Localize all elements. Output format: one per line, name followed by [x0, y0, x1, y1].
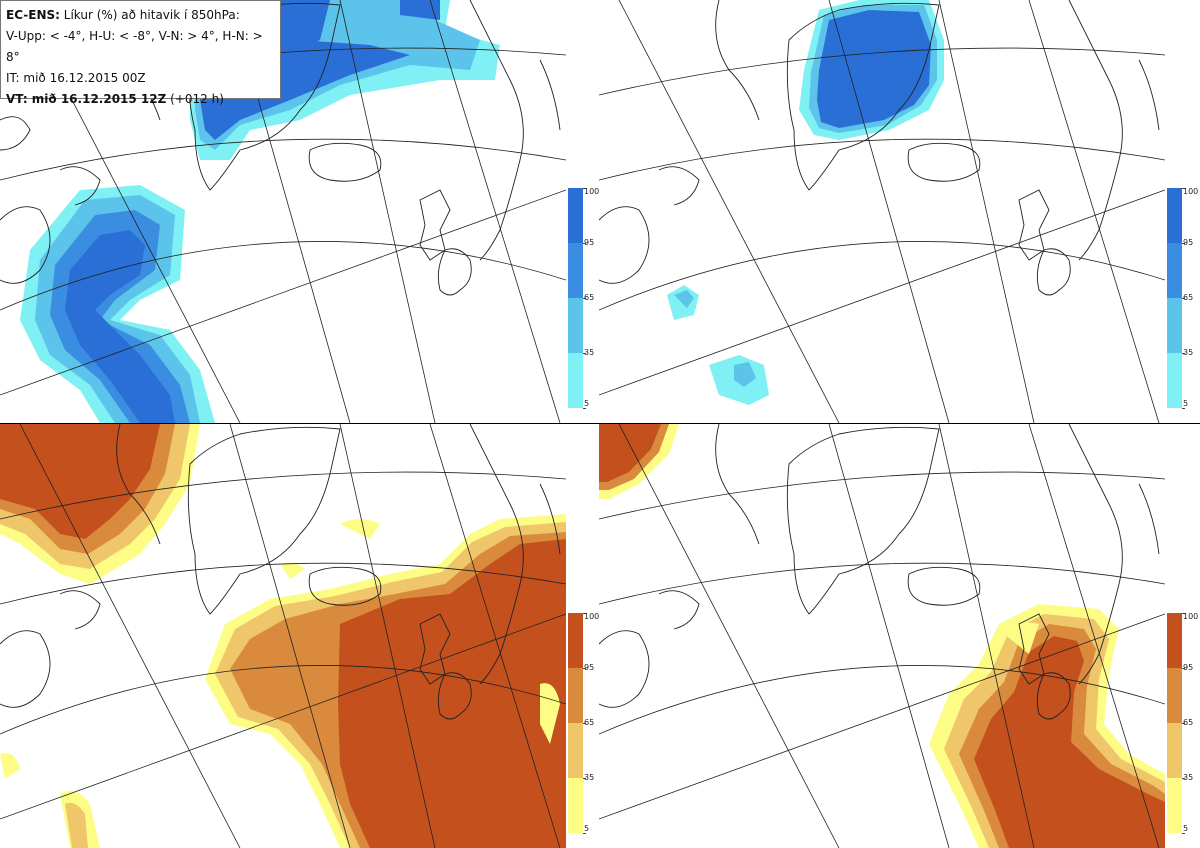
colorbar-tick-label: 65	[1183, 293, 1194, 302]
colorbar-segment	[568, 668, 583, 723]
map-bottom-right	[599, 424, 1165, 848]
probability-field-warm	[0, 424, 566, 848]
colorbar-tickmark	[1182, 833, 1185, 834]
colorbar-tick-label: 5	[584, 399, 590, 408]
panel-top-left: EC-ENS: Líkur (%) að hitavik í 850hPa: V…	[0, 0, 566, 423]
colorbar-tickmark	[583, 353, 586, 354]
colorbar-tick-label: 65	[584, 293, 595, 302]
colorbar-tick-label: 35	[584, 773, 595, 782]
legend-init-time: IT: mið 16.12.2015 00Z	[6, 71, 146, 85]
colorbar-tickmark	[1182, 668, 1185, 669]
colorbar-tickmark	[583, 298, 586, 299]
colorbar-tickmark	[583, 778, 586, 779]
colorbar-segment	[1167, 613, 1182, 668]
coastlines	[599, 0, 1160, 296]
colorbar-tickmark	[1182, 723, 1185, 724]
graticule	[0, 0, 566, 423]
colorbar-tickmark	[1182, 778, 1185, 779]
colorbar-tickmark	[583, 833, 586, 834]
colorbar-tickmark	[1182, 298, 1185, 299]
colorbar-tickmark	[583, 188, 586, 189]
colorbar-segment	[568, 613, 583, 668]
colorbar-tickmark	[1182, 243, 1185, 244]
colorbar-tickmark	[1182, 353, 1185, 354]
colorbar-tick-label: 100	[1183, 187, 1199, 196]
colorbar-cold-left: 100 95 65 35 5	[568, 187, 600, 409]
colorbar-tick-label: 95	[1183, 663, 1194, 672]
colorbar-tick-label: 65	[584, 718, 595, 727]
colorbar-tick-label: 35	[1183, 773, 1194, 782]
colorbar-segment	[1167, 353, 1182, 408]
probability-field-cold	[667, 0, 944, 405]
colorbar-segment	[1167, 723, 1182, 778]
colorbar-segment	[568, 188, 583, 243]
colorbar-segment	[1167, 243, 1182, 298]
colorbar-tickmark	[1182, 613, 1185, 614]
colorbar-segment	[1167, 668, 1182, 723]
legend-thresholds-line: V-Upp: < -4°, H-U: < -8°, V-N: > 4°, H-N…	[6, 29, 263, 64]
panel-divider-horizontal	[0, 423, 1200, 424]
colorbar-tick-label: 95	[584, 663, 595, 672]
colorbar-warm-right: 100 95 65 35 5	[1167, 612, 1199, 834]
colorbar-segment	[1167, 778, 1182, 833]
colorbar-tickmark	[583, 668, 586, 669]
colorbar-tickmark	[583, 408, 586, 409]
colorbar-tick-label: 35	[1183, 348, 1194, 357]
graticule	[0, 424, 566, 848]
legend-box: EC-ENS: Líkur (%) að hitavik í 850hPa: V…	[0, 0, 281, 106]
colorbar-segment	[568, 778, 583, 833]
colorbar-tickmark	[1182, 408, 1185, 409]
legend-valid-time: VT: mið 16.12.2015 12Z (+012 h)	[6, 92, 224, 106]
coastlines	[0, 424, 561, 720]
colorbar-segment	[568, 353, 583, 408]
colorbar-segment	[568, 298, 583, 353]
colorbar-tick-label: 100	[1183, 612, 1199, 621]
colorbar-tickmark	[583, 723, 586, 724]
map-bottom-left	[0, 424, 566, 848]
legend-title-line: EC-ENS: Líkur (%) að hitavik í 850hPa:	[6, 8, 240, 22]
colorbar-tick-label: 95	[584, 238, 595, 247]
colorbar-tick-label: 5	[1183, 399, 1189, 408]
colorbar-tick-label: 5	[584, 824, 590, 833]
probability-field-warm	[599, 424, 1165, 848]
graticule	[599, 424, 1165, 848]
colorbar-tick-label: 100	[584, 187, 600, 196]
colorbar-tick-label: 65	[1183, 718, 1194, 727]
colorbar-tick-label: 5	[1183, 824, 1189, 833]
panel-bottom-right	[599, 424, 1165, 848]
colorbar-tickmark	[583, 613, 586, 614]
map-top-right	[599, 0, 1165, 423]
colorbar-segment	[1167, 298, 1182, 353]
colorbar-segment	[568, 723, 583, 778]
coastlines	[599, 424, 1160, 720]
panel-top-right	[599, 0, 1165, 423]
colorbar-tick-label: 35	[584, 348, 595, 357]
colorbar-segment	[568, 243, 583, 298]
colorbar-tickmark	[1182, 188, 1185, 189]
colorbar-tick-label: 100	[584, 612, 600, 621]
colorbar-segment	[1167, 188, 1182, 243]
graticule	[599, 0, 1165, 423]
colorbar-tick-label: 95	[1183, 238, 1194, 247]
colorbar-warm-left: 100 95 65 35 5	[568, 612, 600, 834]
panel-bottom-left	[0, 424, 566, 848]
colorbar-tickmark	[583, 243, 586, 244]
colorbar-cold-right: 100 95 65 35 5	[1167, 187, 1199, 409]
